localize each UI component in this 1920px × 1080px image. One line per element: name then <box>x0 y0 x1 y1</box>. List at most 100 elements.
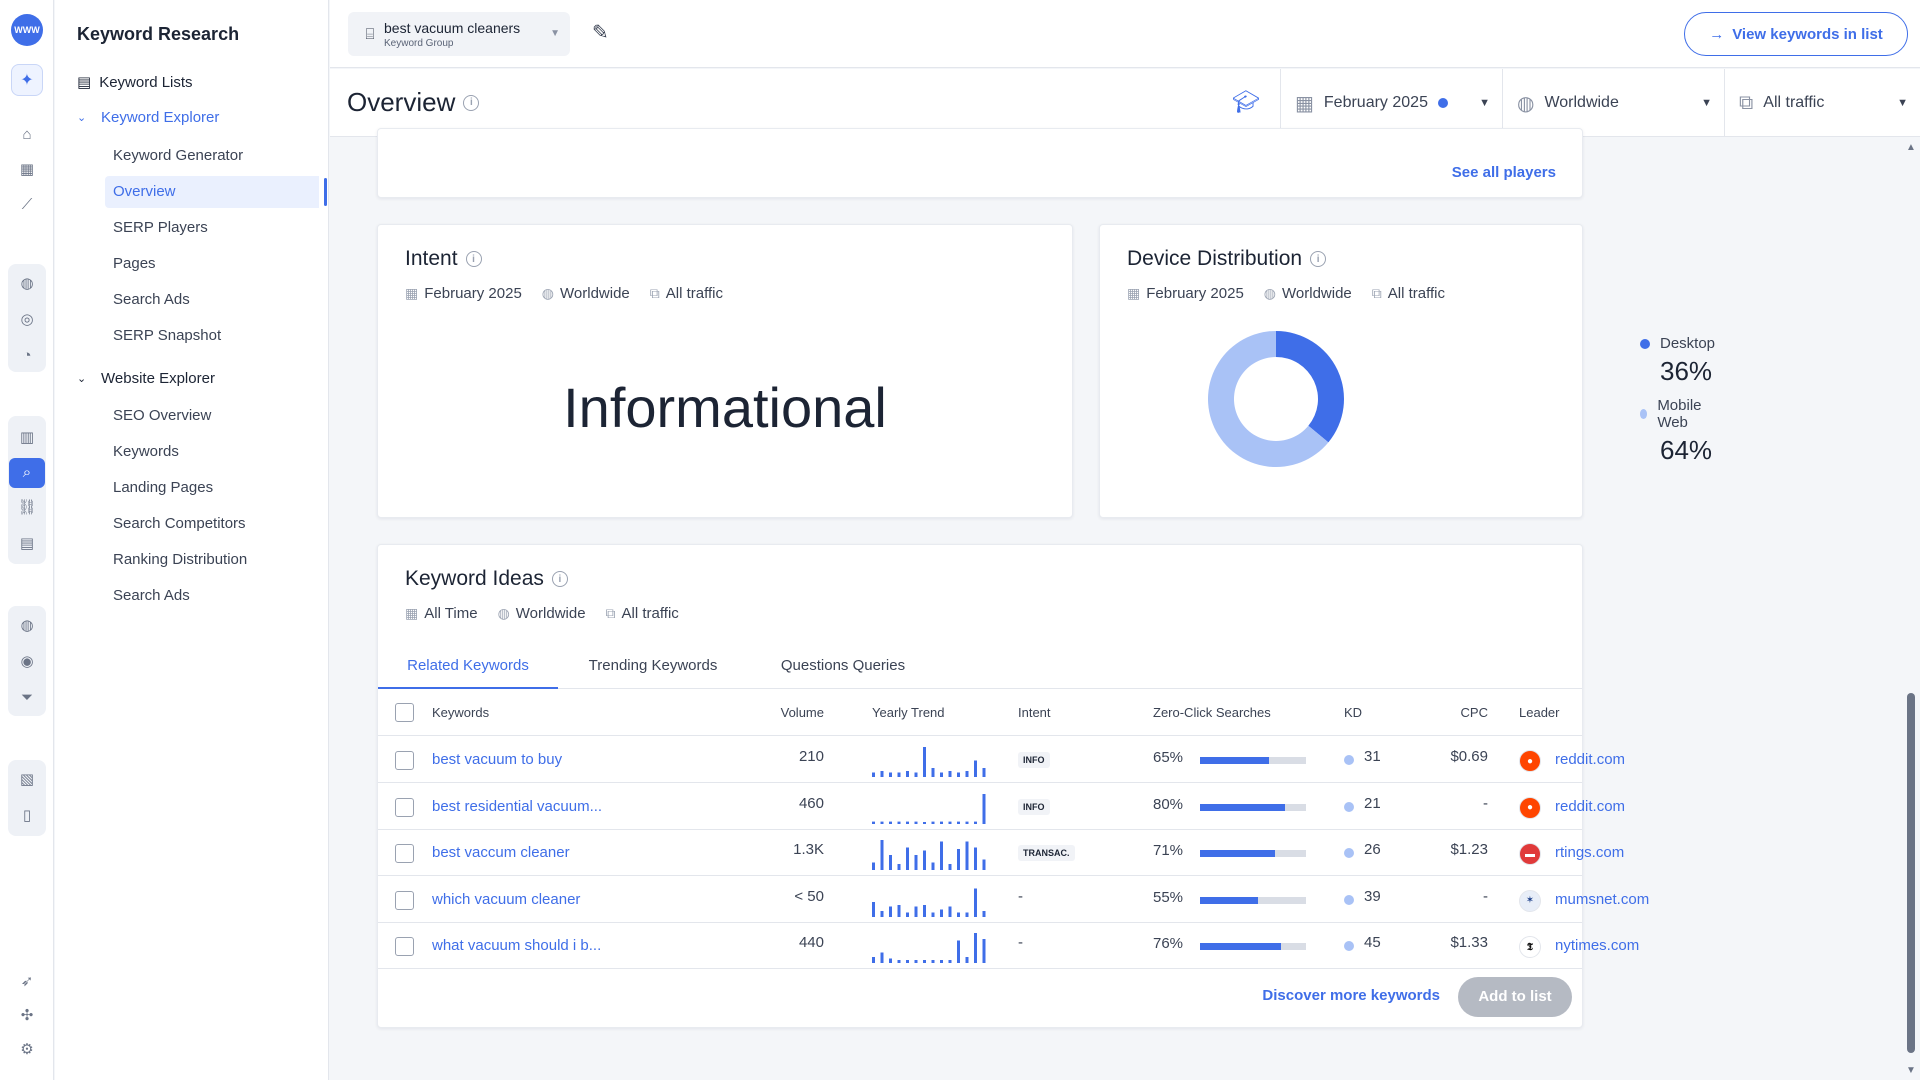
globe-icon: ◍ <box>1263 285 1277 301</box>
target-icon[interactable]: ◉ <box>20 653 34 670</box>
trend-bar <box>914 906 918 917</box>
intent-title: Intent i <box>405 247 482 271</box>
keyword-link[interactable]: which vacuum cleaner <box>432 890 581 908</box>
nav-website-explorer[interactable]: ⌄ Website Explorer <box>77 370 215 387</box>
leader-link[interactable]: reddit.com <box>1555 797 1626 815</box>
kd-dot <box>1344 941 1354 951</box>
row-checkbox[interactable] <box>395 937 414 956</box>
app-logo[interactable]: WWW <box>11 14 43 46</box>
keyword-search-icon[interactable]: ⌕ <box>9 458 45 488</box>
nav-item-pages[interactable]: Pages <box>113 255 156 272</box>
leader-link[interactable]: rtings.com <box>1555 844 1625 861</box>
funnel-icon[interactable]: ⏷ <box>20 689 33 706</box>
nav-item-search-competitors[interactable]: Search Competitors <box>113 515 246 532</box>
trend-bar <box>948 821 952 824</box>
select-all-checkbox[interactable] <box>395 703 414 722</box>
nav-item-search-ads[interactable]: Search Ads <box>113 291 190 308</box>
traffic-filter-label: All traffic <box>1763 94 1825 111</box>
discover-more-link[interactable]: Discover more keywords <box>1262 987 1440 1004</box>
trend-line-icon[interactable]: ⟋ <box>21 196 33 213</box>
mobile-icon[interactable]: ▯ <box>22 807 32 824</box>
nav-item-ranking-distribution[interactable]: Ranking Distribution <box>113 551 248 568</box>
tab-trending-keywords[interactable]: Trending Keywords <box>588 657 718 674</box>
scroll-down-icon[interactable]: ▼ <box>1906 1065 1916 1076</box>
home-icon[interactable]: ⌂ <box>22 126 32 143</box>
ai-sparkle-icon[interactable]: ✦ <box>11 64 43 96</box>
table-row[interactable]: what vacuum should i b... 440 - 76% 45 $1.33 𝕿… <box>378 923 1639 969</box>
nav-keyword-lists[interactable]: ▤ Keyword Lists <box>77 73 193 92</box>
info-icon[interactable]: i <box>463 94 480 111</box>
row-checkbox[interactable] <box>395 797 414 817</box>
nav-item-keyword-generator[interactable]: Keyword Generator <box>113 147 244 164</box>
keyword-link[interactable]: best vaccum cleaner <box>432 844 570 861</box>
rocket-icon[interactable]: ➶ <box>20 973 34 990</box>
scroll-up-icon[interactable]: ▲ <box>1906 142 1916 153</box>
leader-link[interactable]: nytimes.com <box>1555 937 1640 954</box>
link-icon[interactable]: ⛓ <box>17 499 37 516</box>
keyword-link[interactable]: what vacuum should i b... <box>432 937 602 954</box>
see-all-players-link[interactable]: See all players <box>1451 164 1556 181</box>
scrollbar-thumb[interactable] <box>1907 693 1915 1053</box>
academy-hat-icon[interactable]: 🎓︎ <box>1232 89 1260 114</box>
puzzle-icon[interactable]: ✣ <box>20 1007 34 1024</box>
row-checkbox[interactable] <box>395 751 414 770</box>
device-donut-chart <box>1208 331 1344 467</box>
keyword-group-selector[interactable]: ⌸ best vacuum cleaners Keyword Group ▼ <box>348 12 570 56</box>
nav-keyword-explorer[interactable]: ⌄ Keyword Explorer <box>77 109 219 126</box>
globe-search-icon[interactable]: ◎ <box>20 311 34 328</box>
add-to-list-button[interactable]: Add to list <box>1458 977 1572 1017</box>
nav-item-seo-overview[interactable]: SEO Overview <box>113 407 212 424</box>
globe-icon[interactable]: ◍ <box>20 275 34 292</box>
row-checkbox[interactable] <box>395 844 414 863</box>
apps-grid-icon[interactable]: ▦ <box>19 161 35 178</box>
trend-bar <box>880 771 884 777</box>
nav-item-serp-snapshot[interactable]: SERP Snapshot <box>113 327 222 344</box>
ads-icon[interactable]: ▤ <box>19 535 35 552</box>
trend-bar <box>940 772 943 777</box>
zero-click-bar <box>1200 943 1306 950</box>
view-keywords-button[interactable]: → View keywords in list <box>1684 12 1908 56</box>
nav-item-keywords[interactable]: Keywords <box>113 443 179 460</box>
report-icon[interactable]: ▧ <box>19 771 35 788</box>
bar-chart-icon[interactable]: ▥ <box>19 429 35 446</box>
kd-value: 26 <box>1364 841 1381 858</box>
region-filter[interactable]: ◍ Worldwide ▼ <box>1502 69 1724 137</box>
edit-pencil-icon[interactable]: ✎ <box>592 22 609 44</box>
leader-link[interactable]: mumsnet.com <box>1555 890 1650 908</box>
nav-item-website-search-ads[interactable]: Search Ads <box>113 587 190 604</box>
table-row[interactable]: best vacuum to buy 210 INFO 65% 31 $0.69 ● redd… <box>378 737 1625 783</box>
trend-bar <box>940 909 943 917</box>
table-row[interactable]: which vacuum cleaner < 50 - 55% 39 - ✶ mumsnet.… <box>378 877 1649 923</box>
pie-chart-icon[interactable]: ◔ <box>22 347 32 364</box>
date-filter[interactable]: ▦ February 2025 ▼ <box>1280 69 1502 137</box>
col-kd[interactable]: KD <box>1344 705 1363 720</box>
nav-item-serp-players[interactable]: SERP Players <box>113 219 208 236</box>
donut-slice-desktop[interactable] <box>1276 331 1344 443</box>
nav-item-landing-pages[interactable]: Landing Pages <box>113 479 214 496</box>
col-cpc[interactable]: CPC <box>1460 705 1488 720</box>
col-keywords[interactable]: Keywords <box>432 705 490 720</box>
trend-bar <box>982 910 986 917</box>
traffic-filter[interactable]: ⧉ All traffic ▼ <box>1724 69 1920 137</box>
leader-link[interactable]: reddit.com <box>1555 751 1626 768</box>
view-keywords-label: View keywords in list <box>1732 25 1883 43</box>
table-row[interactable]: best vaccum cleaner 1.3K TRANSAC. 71% 26 $1.2… <box>378 830 1624 876</box>
col-volume[interactable]: Volume <box>780 705 824 720</box>
row-checkbox[interactable] <box>395 890 414 910</box>
world-icon[interactable]: ◍ <box>20 617 34 634</box>
tab-related-keywords[interactable]: Related Keywords <box>378 643 558 689</box>
gear-icon[interactable]: ⚙ <box>20 1041 34 1058</box>
info-icon[interactable]: i <box>465 251 482 267</box>
col-intent[interactable]: Intent <box>1018 705 1051 720</box>
col-zero-click[interactable]: Zero-Click Searches <box>1153 705 1271 720</box>
keyword-link[interactable]: best residential vacuum... <box>432 797 603 815</box>
keyword-link[interactable]: best vacuum to buy <box>432 751 563 768</box>
nav-item-overview[interactable]: Overview <box>105 176 327 208</box>
info-icon[interactable]: i <box>1310 251 1327 267</box>
scrollbar[interactable]: ▲ ▼ <box>1902 138 1920 1080</box>
tab-questions-queries[interactable]: Questions Queries <box>780 657 906 674</box>
info-icon[interactable]: i <box>551 571 568 587</box>
table-row[interactable]: best residential vacuum... 460 INFO 80% 21 - ●… <box>378 784 1625 830</box>
donut-slice-mobile-web[interactable] <box>1208 331 1329 467</box>
zero-click-bar-fill <box>1200 757 1269 764</box>
